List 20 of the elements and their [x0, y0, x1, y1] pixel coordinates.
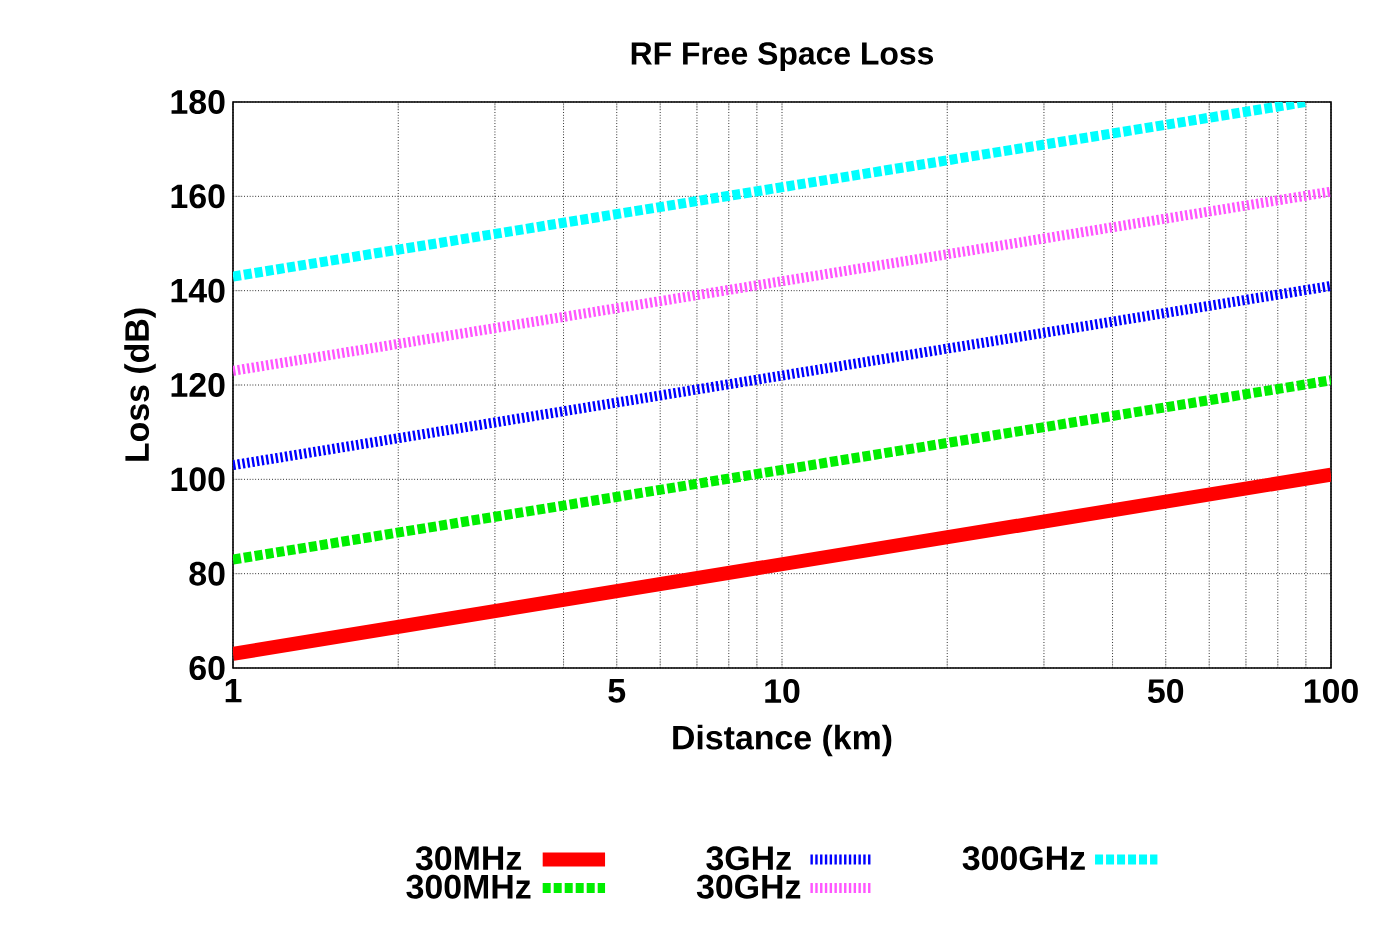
legend-label: 300MHz: [406, 874, 531, 899]
y-tick-label: 180: [171, 90, 225, 114]
y-tick-label: 80: [189, 561, 225, 586]
legend-label: 300GHz: [962, 846, 1085, 871]
x-tick-label: 10: [765, 679, 800, 704]
y-axis-title: Loss (dB): [124, 308, 156, 461]
chart-title: RF Free Space Loss: [631, 42, 934, 72]
y-tick-label: 160: [171, 184, 225, 209]
legend-label: 30GHz: [696, 874, 801, 899]
y-tick-label: 120: [171, 373, 225, 397]
x-tick-label: 5: [608, 679, 626, 703]
y-tick-label: 100: [171, 467, 225, 492]
legend-label: 30MHz: [415, 846, 522, 871]
x-tick-label: 50: [1147, 679, 1184, 704]
x-axis-title: Distance (km): [673, 724, 892, 757]
legend-label: 3GHz: [706, 846, 791, 871]
x-tick-label: 100: [1304, 679, 1358, 704]
x-tick-label: 1: [225, 679, 242, 703]
y-tick-label: 140: [171, 278, 225, 303]
y-tick-label: 60: [189, 656, 225, 680]
